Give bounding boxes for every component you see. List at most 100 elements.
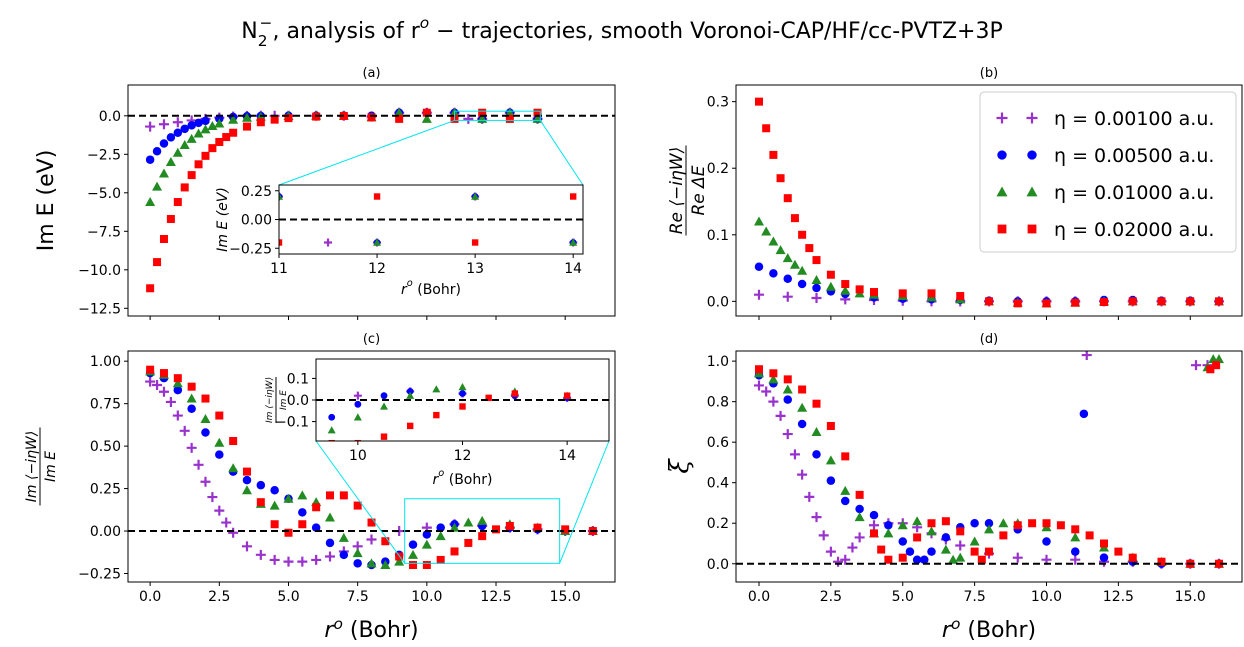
panel-a-ytick-label: 0.0 xyxy=(99,109,121,125)
panel-c-inset-series-3 xyxy=(328,390,571,441)
panel-b-point xyxy=(1042,299,1051,308)
panel-b-plot-marks xyxy=(754,97,1224,308)
panel-d-xtick-label: 12.5 xyxy=(1103,589,1134,605)
panel-d-ytick-label: 0.0 xyxy=(707,557,729,573)
panel-d-point xyxy=(825,455,836,465)
panel-c-point xyxy=(298,520,307,529)
panel-a-point xyxy=(463,113,474,124)
panel-a-inset-point xyxy=(373,193,381,200)
panel-b-point xyxy=(782,291,793,302)
panel-a-ylabel: Im E (eV) xyxy=(34,150,59,252)
panel-d-point xyxy=(841,496,850,506)
panel-d-ytick-label: 1.0 xyxy=(707,354,729,370)
panel-c-inset-ylabel: Im ⟨−iηW⟩ Im E xyxy=(265,377,289,423)
panel-d-point xyxy=(1099,553,1109,562)
panel-b: 0.0 0.1 0.2 0.3 (b) Re ⟨−iηW⟩ Re ΔE η = 0.00100… xyxy=(667,66,1243,320)
panel-c-point xyxy=(477,515,488,525)
panel-a-point xyxy=(187,171,196,180)
panel-d-point xyxy=(782,384,793,394)
panel-c-point xyxy=(463,517,474,527)
panel-d-point xyxy=(833,556,844,567)
panel-d-point xyxy=(798,385,807,394)
panel-d-point xyxy=(970,518,979,528)
panel-a-inset-xtick-label: 11 xyxy=(270,261,288,277)
panel-d-ytick-label: 0.2 xyxy=(707,516,729,532)
panel-d-xtick-label: 7.5 xyxy=(963,589,985,605)
panel-d-point xyxy=(912,555,922,564)
panel-c-point xyxy=(325,538,335,548)
panel-a-zoom-box xyxy=(454,110,541,121)
panel-c-point xyxy=(146,365,155,374)
panel-c-point xyxy=(298,508,307,517)
panel-c-point xyxy=(339,550,349,560)
panel-c-point xyxy=(464,538,473,547)
panel-c-inset-point xyxy=(432,385,441,393)
panel-c-inset-point xyxy=(406,391,415,399)
panel-a-inset-xtick-label: 14 xyxy=(564,261,582,277)
panel-c-point xyxy=(380,560,391,570)
panel-c-ytick-label: 1.00 xyxy=(90,354,121,370)
panel-c-point xyxy=(186,442,197,453)
panel-a-point xyxy=(145,155,155,164)
panel-c-point xyxy=(256,498,265,507)
panel-d-frame xyxy=(735,350,1243,583)
panel-a-inset-series-3 xyxy=(279,193,577,246)
panel-a-point xyxy=(207,120,218,130)
panel-c-inset-point xyxy=(327,426,336,434)
panel-d-point xyxy=(761,386,772,397)
panel-d-point xyxy=(1042,519,1051,528)
panel-a-point xyxy=(187,121,196,130)
panel-d-point xyxy=(927,519,936,528)
panel-d-point xyxy=(984,524,994,534)
panel-c-point xyxy=(366,558,377,568)
panel-c-point xyxy=(215,411,224,420)
panel-b-point xyxy=(776,174,785,183)
panel-b-point xyxy=(754,289,764,300)
panel-d-point xyxy=(912,516,923,526)
panel-c-inset-ytick-label: 0.0 xyxy=(287,393,309,409)
legend-label: η = 0.00500 a.u. xyxy=(1054,145,1214,167)
panel-d-point xyxy=(755,365,763,374)
legend-label: η = 0.00100 a.u. xyxy=(1054,108,1214,130)
panel-c-inset-point xyxy=(458,383,467,391)
panel-a-point xyxy=(173,198,182,207)
legend-marker xyxy=(997,150,1007,160)
panel-d: 0.0 2.5 5.0 7.5 10.0 12.5 15.0 0.0 0.2 0.4 0.6 0.8 1… xyxy=(665,332,1243,643)
panel-d-point xyxy=(927,547,936,556)
panel-c-inset-point xyxy=(459,403,466,410)
panel-a-point xyxy=(179,140,190,150)
panel-a-point xyxy=(159,235,168,243)
panel-b-point xyxy=(812,256,821,265)
panel-d-point xyxy=(825,546,836,557)
panel-b-point xyxy=(761,226,772,236)
panel-d-point xyxy=(812,450,821,459)
panel-a-ytick-label: −5.0 xyxy=(87,186,121,202)
panel-c-inset-plot-marks xyxy=(316,383,609,441)
panel-d-point xyxy=(998,518,1009,528)
panel-d-xtick-label: 10.0 xyxy=(1031,589,1062,605)
panel-d-point xyxy=(999,531,1008,540)
panel-c-inset-ytick-label: 0.1 xyxy=(287,371,309,387)
panel-b-point xyxy=(1157,297,1166,306)
panel-a-inset-point xyxy=(569,193,577,200)
panel-b-point xyxy=(1071,298,1080,307)
panel-a-point xyxy=(153,258,162,267)
panel-c-point xyxy=(353,559,362,568)
panel-b-point xyxy=(927,289,936,298)
legend-item: η = 0.01000 a.u. xyxy=(996,182,1214,204)
panel-d-point xyxy=(920,555,929,564)
panel-d-point xyxy=(1079,409,1089,419)
legend-marker xyxy=(997,224,1007,234)
panel-d-point xyxy=(1215,559,1223,568)
panel-d-point xyxy=(782,429,793,440)
panel-a-point xyxy=(421,113,432,123)
panel-c-point xyxy=(242,467,251,476)
panel-d-point xyxy=(1085,531,1094,540)
panel-a-ytick-label: −12.5 xyxy=(78,301,121,317)
panel-d-point xyxy=(754,380,764,391)
panel-c-inset-xtick-label: 12 xyxy=(454,448,472,464)
panel-a-inset-series-2 xyxy=(279,192,578,246)
panel-b-point xyxy=(797,279,807,289)
panel-c-ylabel-numerator: Im ⟨−iηW⟩ xyxy=(24,431,40,502)
